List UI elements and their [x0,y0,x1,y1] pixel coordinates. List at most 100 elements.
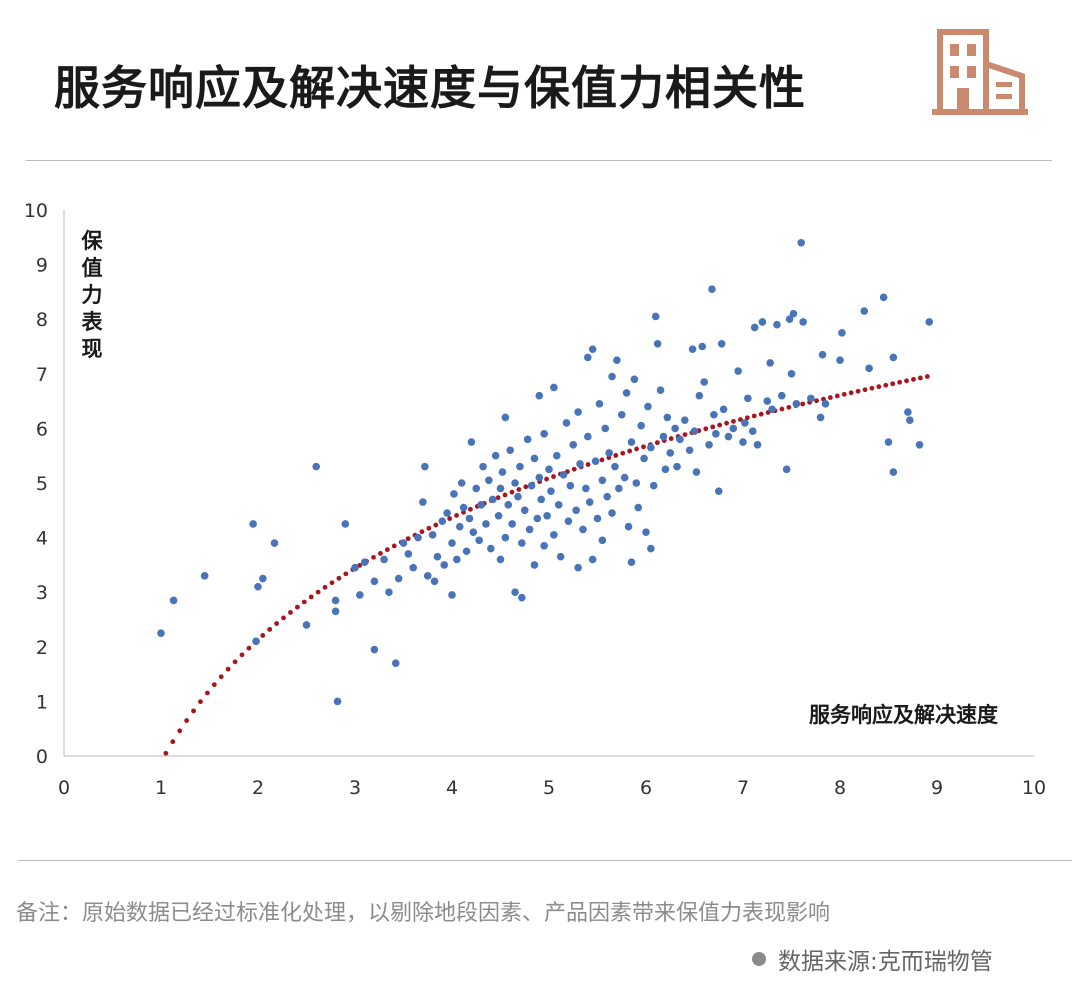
scatter-point [653,339,662,348]
scatter-point [613,356,621,364]
trend-dot [239,652,245,658]
scatter-point [423,572,432,580]
scatter-point [584,353,592,362]
scatter-point [469,528,478,536]
trend-dot [814,398,819,404]
scatter-point [496,555,505,564]
trend-dot [717,422,723,428]
scatter-point [766,359,774,367]
trend-dot [267,626,273,632]
scatter-point [649,481,658,490]
scatter-point [438,517,447,526]
trend-dot [883,382,889,388]
trend-dot [336,575,342,581]
scatter-point [700,378,708,386]
scatter-point [659,432,668,441]
page-title: 服务响应及解决速度与保值力相关性 [54,61,806,115]
trend-dot [841,391,847,397]
scatter-point [605,449,613,457]
scatter-point [385,588,393,596]
bullet-dot-icon [752,952,766,966]
trend-dot [585,462,591,467]
scatter-point [477,501,485,509]
scatter-point [356,591,364,599]
scatter-point [584,432,592,441]
y-tick-label: 10 [24,200,48,222]
trend-dot [218,674,224,680]
scatter-point [787,370,796,378]
scatter-point [535,473,544,482]
footnote: 备注：原始数据已经过标准化处理，以剔除地段因素、产品因素带来保值力表现影响 [16,901,831,926]
scatter-point [496,484,505,493]
scatter-point [455,522,464,531]
trend-dot [855,388,861,394]
scatter-point [797,238,805,247]
scatter-point [889,468,898,476]
trend-dot [890,381,896,387]
scatter-point [535,391,544,400]
trend-dot [876,384,882,390]
scatter-point [430,577,439,586]
trend-dot [246,645,252,651]
scatter-point [552,451,561,460]
scatter-point [647,443,655,452]
x-tick-labels: 0 1 2 3 4 5 6 7 8 9 10 [58,777,1046,799]
trend-dot [301,599,307,605]
scatter-point [816,413,825,422]
scatter-point [462,547,471,556]
trend-dot [834,393,840,399]
scatter-point [758,318,767,326]
scatter-point [562,419,571,427]
trend-dot [668,436,674,441]
scatter-point [370,645,379,654]
trend-dot [211,682,217,688]
scatter-point [157,629,165,637]
x-tick-label: 3 [349,777,361,799]
scatter-point [511,588,519,596]
scatter-point [453,555,461,564]
scatter-point [671,424,679,433]
trend-dot [897,379,903,385]
scatter-point [915,440,924,449]
trend-dot [225,666,231,672]
trend-dot [384,547,390,553]
scatter-point [545,465,553,474]
trend-dot [405,536,411,542]
scatter-point [556,552,565,561]
scatter-point [399,539,408,547]
scatter-point [540,541,548,550]
trend-dot [232,659,238,665]
trend-dot [198,699,203,705]
scatter-point [705,440,713,449]
scatter-point [487,544,495,553]
trend-dot [544,476,549,482]
scatter-point [302,621,311,629]
scatter-point [799,318,807,326]
trend-dot [447,516,453,521]
scatter-point [459,503,468,512]
scatter-point [333,697,342,706]
trend-dot [827,395,833,400]
scatter-point [695,391,704,400]
scatter-point [634,503,643,512]
scatter-point [763,397,772,405]
trend-dot [800,401,806,407]
trend-dot [191,708,196,714]
trend-dot [308,594,314,600]
scatter-point [644,402,652,411]
scatter-point [836,356,844,364]
scatter-point [744,394,752,403]
scatter-point [414,533,422,542]
y-axis-label: 保值力表现 [81,229,104,361]
scatter-point [550,531,558,539]
x-tick-label: 2 [252,777,264,799]
scatter-point [341,520,350,528]
y-tick-label: 1 [36,691,48,713]
trend-dot [779,406,785,412]
y-tick-label: 7 [36,364,48,386]
trend-dot [731,418,736,424]
scatter-point [717,339,726,348]
trend-dot [433,522,439,528]
scatter-point [666,449,675,457]
